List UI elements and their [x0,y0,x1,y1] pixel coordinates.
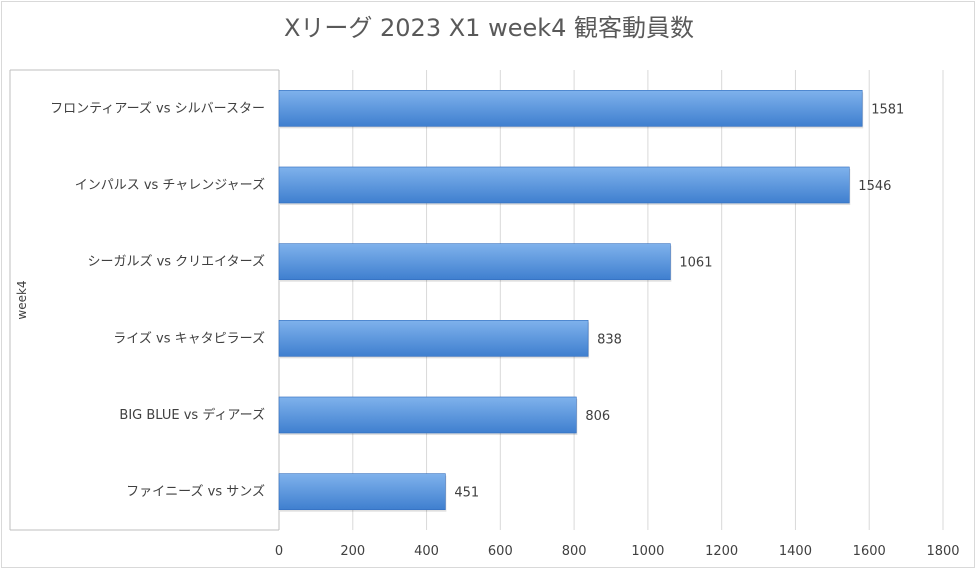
bar-layer [278,90,864,512]
x-tick-label: 600 [488,544,513,559]
bar [278,166,850,204]
x-tick-label: 400 [414,544,439,559]
x-tick-label: 1400 [779,544,812,559]
bar [278,396,577,434]
category-label: BIG BLUE vs ディアーズ [119,407,265,423]
category-label: インパルス vs チャレンジャーズ [75,177,265,193]
chart-title: Xリーグ 2023 X1 week4 観客動員数 [284,14,694,42]
axis-layer [9,69,280,531]
grid-layer [352,70,944,530]
category-label: ファイニーズ vs サンズ [126,484,265,500]
group-axis-label: week4 [15,280,29,319]
data-label: 451 [454,486,479,501]
bar [278,243,671,280]
data-label: 1546 [858,179,891,194]
x-tick-label: 0 [275,544,283,559]
data-label: 1061 [679,256,712,271]
x-tick-label: 1600 [853,544,886,559]
category-label: シーガルズ vs クリエイターズ [87,254,265,270]
bar [278,473,446,510]
label-layer: 0 200 400 600 800 1000 1200 1400 1600 1800 フロンティアー… [50,100,959,559]
x-tick-label: 800 [562,544,587,559]
bar [278,320,589,357]
data-label: 838 [597,332,622,347]
x-tick-label: 1800 [926,544,959,559]
data-label: 1581 [871,102,904,117]
x-tick-label: 1000 [631,544,664,559]
category-label: フロンティアーズ vs シルバースター [50,100,265,116]
bar [278,90,863,127]
x-tick-label: 200 [340,544,365,559]
x-tick-label: 1200 [705,544,738,559]
category-label: ライズ vs キャタピラーズ [113,330,265,346]
data-label: 806 [585,409,610,424]
